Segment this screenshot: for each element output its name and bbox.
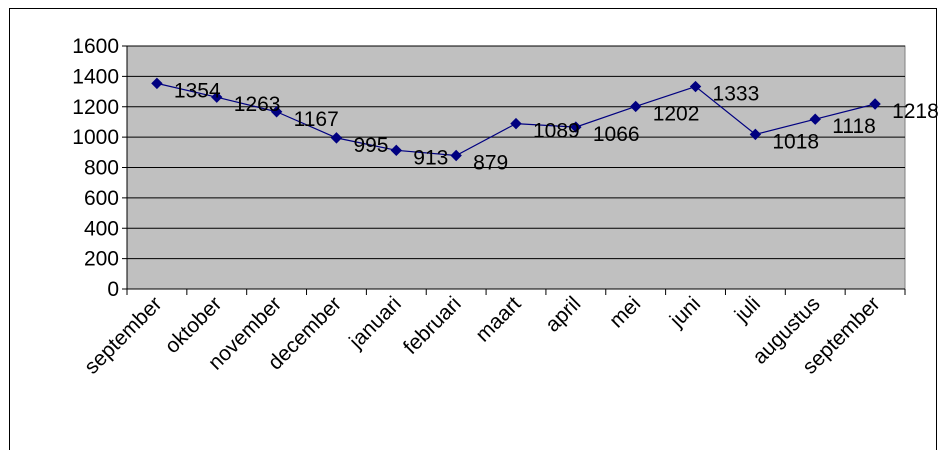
- data-point-9: [689, 80, 702, 93]
- data-point-2: [270, 106, 283, 118]
- y-tick-label-600: 600: [84, 187, 119, 210]
- x-tick-label-maart: maart: [471, 292, 525, 346]
- data-point-4: [390, 144, 403, 157]
- data-label-11: 1118: [832, 115, 876, 138]
- y-tick-label-1000: 1000: [72, 126, 119, 149]
- y-tick-label-1400: 1400: [72, 65, 119, 88]
- y-tick-label-1200: 1200: [72, 96, 119, 119]
- data-label-2: 1167: [294, 108, 339, 131]
- data-label-1: 1263: [234, 93, 281, 116]
- data-label-7: 1066: [593, 123, 640, 146]
- data-point-0: [151, 77, 163, 90]
- data-point-1: [211, 91, 223, 103]
- y-tick-label-800: 800: [84, 157, 119, 180]
- data-point-5: [450, 149, 462, 162]
- data-point-10: [749, 128, 762, 141]
- data-point-6: [510, 117, 522, 130]
- data-label-4: 913: [413, 146, 448, 169]
- y-tick-label-400: 400: [84, 217, 119, 240]
- data-point-7: [570, 121, 582, 133]
- x-tick-label-mei: mei: [605, 292, 645, 332]
- data-point-8: [629, 100, 642, 113]
- data-label-0: 1354: [174, 79, 221, 102]
- series: [151, 77, 881, 162]
- data-point-3: [330, 132, 343, 144]
- y-tick-label-0: 0: [107, 278, 119, 301]
- x-tick-label-januari: januari: [344, 292, 406, 354]
- data-point-11: [809, 113, 821, 125]
- x-tick-label-juli: juli: [730, 292, 765, 327]
- y-tick-label-1600: 1600: [72, 35, 119, 58]
- data-label-12: 1218: [892, 100, 939, 123]
- data-label-5: 879: [473, 152, 508, 175]
- x-tick-label-april: april: [541, 292, 585, 336]
- x-tick-label-september: september: [80, 292, 166, 378]
- data-label-3: 995: [353, 134, 388, 157]
- data-point-12: [869, 98, 881, 110]
- data-label-10: 1018: [772, 130, 819, 153]
- data-label-6: 1089: [533, 120, 580, 143]
- y-tick-label-200: 200: [84, 248, 119, 271]
- data-label-8: 1202: [653, 102, 700, 125]
- data-label-9: 1333: [713, 83, 760, 106]
- x-tick-label-juni: juni: [665, 292, 705, 332]
- x-tick-label-februari: februari: [399, 292, 466, 359]
- data-labels: 1354 1263 1167 995 913 879 1089 1066 1202 1333 101…: [174, 79, 939, 174]
